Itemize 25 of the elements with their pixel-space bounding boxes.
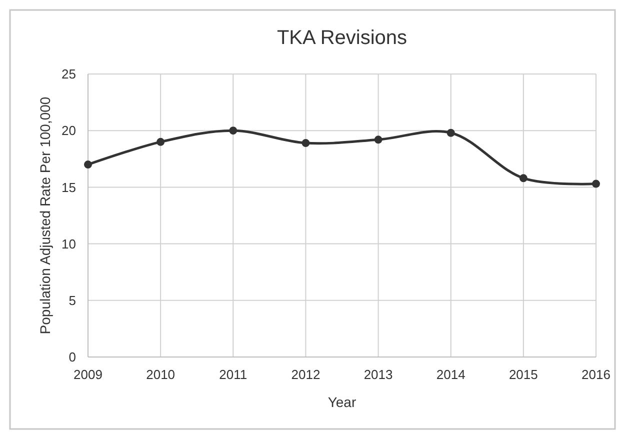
- y-tick-label: 25: [62, 66, 76, 82]
- point: [84, 160, 92, 169]
- point: [374, 136, 382, 144]
- point: [592, 180, 600, 188]
- y-tick-label: 5: [68, 292, 76, 308]
- y-tick-label: 10: [62, 236, 76, 252]
- x-tick-label: 2015: [508, 367, 538, 382]
- x-tick-label: 2014: [436, 367, 466, 382]
- x-tick-label: 2012: [291, 367, 320, 382]
- x-tick-label: 2016: [582, 367, 610, 382]
- point: [156, 138, 165, 146]
- y-axis-title: Population Adjusted Rate Per 100,000: [37, 96, 53, 334]
- x-tick-label: 2013: [364, 367, 393, 382]
- y-tick-label: 0: [68, 350, 76, 365]
- x-tick-label: 2011: [219, 367, 248, 382]
- point: [302, 139, 310, 148]
- point: [446, 128, 455, 137]
- x-tick-label: 2009: [74, 367, 102, 382]
- chart-title: TKA Revisions: [276, 27, 408, 49]
- x-tick-label: 2010: [146, 367, 176, 382]
- y-tick-label: 20: [62, 123, 76, 138]
- y-tick-label: 15: [62, 180, 76, 195]
- x-axis-title: Year: [328, 394, 356, 410]
- point: [519, 174, 528, 182]
- point: [229, 126, 238, 135]
